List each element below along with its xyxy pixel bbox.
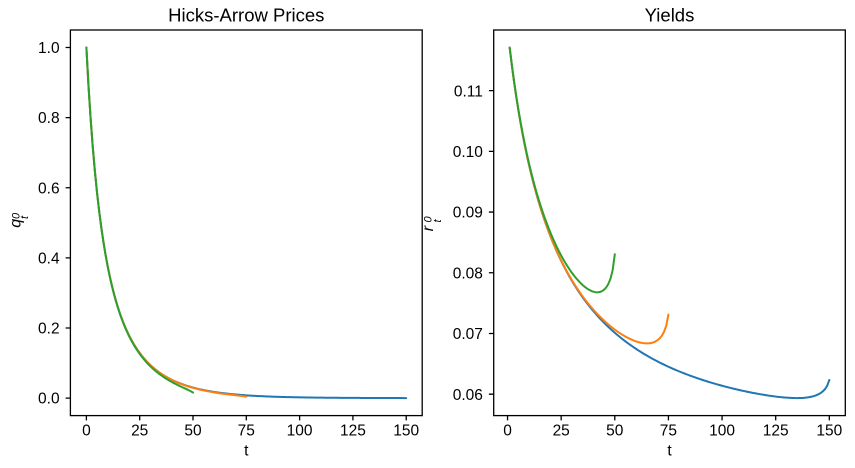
svg-text:75: 75 <box>238 423 255 440</box>
svg-text:50: 50 <box>184 423 202 440</box>
svg-text:0.06: 0.06 <box>453 387 483 404</box>
svg-text:0.2: 0.2 <box>38 321 60 338</box>
svg-text:0.10: 0.10 <box>453 144 484 161</box>
svg-text:0.4: 0.4 <box>38 251 60 268</box>
svg-text:0.08: 0.08 <box>453 265 483 282</box>
svg-text:0: 0 <box>82 423 91 440</box>
svg-text:1.0: 1.0 <box>38 40 60 57</box>
svg-text:150: 150 <box>816 423 842 440</box>
svg-text:0.6: 0.6 <box>38 180 60 197</box>
svg-text:0.0: 0.0 <box>38 391 60 408</box>
svg-text:50: 50 <box>606 423 624 440</box>
svg-text:0.8: 0.8 <box>38 110 60 127</box>
svg-text:q: q <box>8 219 25 228</box>
svg-text:75: 75 <box>660 423 677 440</box>
svg-text:Hicks-Arrow Prices: Hicks-Arrow Prices <box>168 5 324 26</box>
svg-text:25: 25 <box>131 423 148 440</box>
svg-text:0: 0 <box>422 216 434 223</box>
svg-text:t: t <box>19 215 31 219</box>
svg-text:t: t <box>244 443 249 460</box>
svg-text:0: 0 <box>10 212 22 219</box>
svg-text:100: 100 <box>709 423 735 440</box>
svg-text:25: 25 <box>553 423 570 440</box>
svg-text:Yields: Yields <box>645 5 695 26</box>
svg-text:125: 125 <box>763 423 789 440</box>
svg-text:0: 0 <box>503 423 512 440</box>
svg-text:0.07: 0.07 <box>453 326 483 343</box>
svg-text:125: 125 <box>340 423 366 440</box>
svg-text:t: t <box>667 443 672 460</box>
svg-text:0.09: 0.09 <box>453 205 483 222</box>
svg-text:t: t <box>432 219 444 223</box>
svg-text:150: 150 <box>393 423 419 440</box>
svg-text:r: r <box>420 225 437 231</box>
svg-text:0.11: 0.11 <box>454 83 483 100</box>
svg-text:100: 100 <box>287 423 313 440</box>
